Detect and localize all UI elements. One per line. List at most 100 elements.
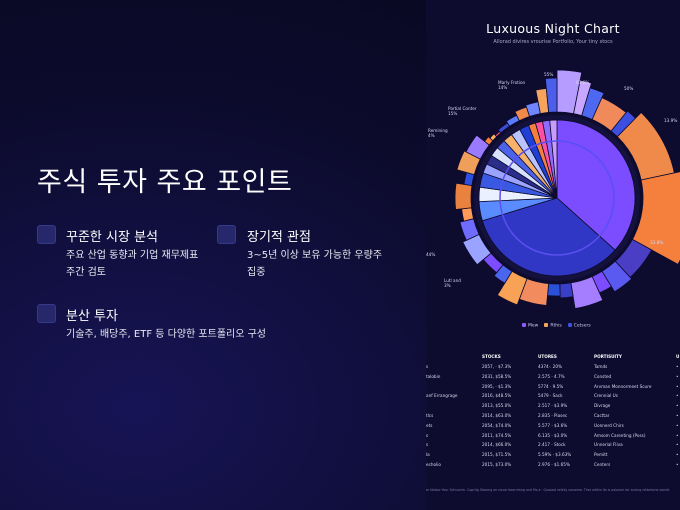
table-cell: 2013, $55.0% [482, 403, 512, 409]
table-cell: • [676, 442, 679, 448]
table-row: s 2057, · $7.3% 4374·. 20% Tamds • [426, 364, 680, 373]
table-cell: s [426, 432, 429, 438]
table-cell: Divrage [594, 403, 611, 409]
table-cell: 2057, · $7.3% [482, 364, 512, 369]
table-cell: • [676, 462, 679, 467]
table-cell: 5.59% · $3.63% [538, 452, 572, 458]
table-cell: 2016, $48.5% [482, 393, 512, 399]
chart-data-label: 33.8% [650, 240, 663, 245]
chart-title: Luxuous Night Chart [486, 21, 620, 36]
footnote: ar Notsor Your Schusnim. Coprtig Stoorng… [426, 488, 671, 492]
table-cell: Unnerial Fliva [594, 442, 623, 448]
checkbox-icon [217, 225, 236, 244]
table-header-cell: PORTISUITY [594, 354, 622, 359]
legend-item: Mew [522, 323, 538, 329]
table-cell: Cacttar [594, 413, 610, 418]
point-heading: 장기적 관점 [247, 230, 311, 245]
legend-item: Rthis [544, 323, 562, 329]
chart-data-label: Marly Frotion 14% [498, 80, 526, 90]
legend-swatch [544, 323, 549, 327]
table-cell: anf Errangrage [426, 393, 458, 399]
inner-ring-segment [481, 197, 616, 277]
chart-data-label: Lutl and 3% [444, 278, 461, 288]
chart-data-label: 13.9% [664, 118, 677, 123]
table-cell: 2.835 · Piasec [538, 413, 568, 418]
table-cell: 5774 · 9.5% [538, 383, 564, 389]
table-row: talobin 2031, $58.5% 2.575 · 4.7% Consted • [426, 374, 680, 383]
table-row: tlcs 2014, $63.0% 2.835 · Piasec Cacttar • [426, 413, 680, 422]
outer-ring-segment [454, 182, 473, 210]
table-row: ets 2054, $74.0% 5.577 · $3.6% Uonnerd Chir… [426, 423, 680, 432]
table-cell: 4374·. 20% [538, 364, 562, 369]
table-cell: 2011, $74.5% [482, 432, 512, 438]
table-cell: Uonnerd Chirs [594, 422, 624, 428]
table-cell: • [676, 383, 679, 389]
outer-ring-segment [559, 282, 574, 299]
chart-data-label: 44% [426, 252, 435, 257]
table-cell: Centers [594, 462, 611, 467]
table-cell: • [676, 373, 679, 379]
chart-data-label: Remining 4% [428, 128, 448, 138]
table-cell: la [426, 452, 430, 458]
table-cell: 5479 · Sack [538, 393, 563, 399]
outer-ring-segment [547, 283, 561, 297]
checkbox-icon [37, 304, 56, 323]
point-description-line: 주간 검토 [66, 267, 106, 278]
outer-ring-segment [631, 171, 680, 265]
point-description-line: 기술주, 배당주, ETF 등 다양한 포트폴리오 구성 [66, 329, 267, 340]
chart-data-label: Partial Conter 15% [448, 106, 477, 116]
table-cell: • [676, 413, 679, 418]
point-description-line: 집중 [247, 267, 266, 278]
table-cell: Arvman Monnormeet Scure [594, 383, 652, 389]
table-cell: talobin [426, 373, 441, 379]
chart-legend: Mew Rthis Cetsers [522, 323, 591, 329]
table-cell: 2095, · $1.3% [482, 383, 512, 389]
table-cell: 2.976 · $1.65% [538, 462, 570, 467]
table-cell: 2014, $63.0% [482, 413, 512, 418]
checkbox-icon [37, 225, 56, 244]
legend-swatch [567, 323, 572, 327]
table-row: echolio 2015, $73.0% 2.976 · $1.65% Centers… [426, 462, 680, 471]
center-ring [499, 140, 615, 256]
table-row: s 2011, $74.5% 6.135 · $3.0% Amsom Carentin… [426, 433, 680, 442]
legend-label: Rthis [550, 323, 562, 329]
table-cell: 2054, $74.0% [482, 422, 512, 428]
slide-title: 주식 투자 주요 포인트 [37, 167, 293, 198]
table-cell: Pemitt [594, 452, 608, 458]
table-cell: 2015, $73.0% [482, 462, 512, 467]
chart-data-label: 55% [544, 72, 553, 77]
table-cell: 2015, $71.5% [482, 452, 512, 458]
table-header-cell: U [676, 354, 680, 359]
table-cell: • [676, 432, 679, 438]
table-cell: 2.517 · $3.9% [538, 403, 568, 409]
outer-ring-segment [544, 77, 558, 113]
table-cell: tlcs [426, 413, 434, 418]
legend-swatch [522, 323, 526, 327]
chart-data-label: 50% [624, 86, 633, 91]
legend-label: Mew [528, 323, 539, 329]
legend-item: Cetsers [567, 323, 591, 329]
table-row: anf Errangrage 2016, $48.5% 5479 · Sack Cre… [426, 393, 680, 402]
table-cell: 2.575 · 4.7% [538, 373, 565, 379]
chart-data-label: 63.6% [576, 80, 589, 85]
table-cell: 2014, $66.0% [482, 442, 512, 448]
table-header-row: STOCKS UTORES PORTISUITY U [426, 354, 680, 363]
table-cell: 6.135 · $3.0% [538, 432, 568, 438]
table-cell: s [426, 364, 429, 369]
table-cell: • [676, 393, 679, 399]
table-header-cell: STOCKS [482, 354, 501, 359]
inner-ring-segment [549, 119, 558, 199]
legend-label: Cetsers [573, 323, 591, 329]
point-description-line: 3~5년 이상 보유 가능한 우량주 [247, 250, 383, 261]
table-cell: Crennial Us [594, 393, 618, 399]
table-cell: Tamds [594, 364, 608, 369]
table-row: la 2015, $71.5% 5.59% · $3.63% Pemitt • [426, 452, 680, 461]
table-cell: Consted [594, 373, 612, 379]
point-description-line: 주요 산업 동향과 기업 재무제표 [66, 250, 199, 261]
slide-content: 주식 투자 주요 포인트 꾸준한 시장 분석 주요 산업 동향과 기업 재무제표… [37, 167, 383, 340]
table-cell: Amsom Carenting (Poss) [594, 432, 646, 438]
table-row: 2013, $55.0% 2.517 · $3.9% Divrage • [426, 403, 680, 412]
table-cell: • [676, 403, 679, 409]
table-cell: echolio [426, 462, 441, 467]
donut-chart: Marly Frotion 14% Partial Conter 15% Reminin… [426, 69, 680, 309]
